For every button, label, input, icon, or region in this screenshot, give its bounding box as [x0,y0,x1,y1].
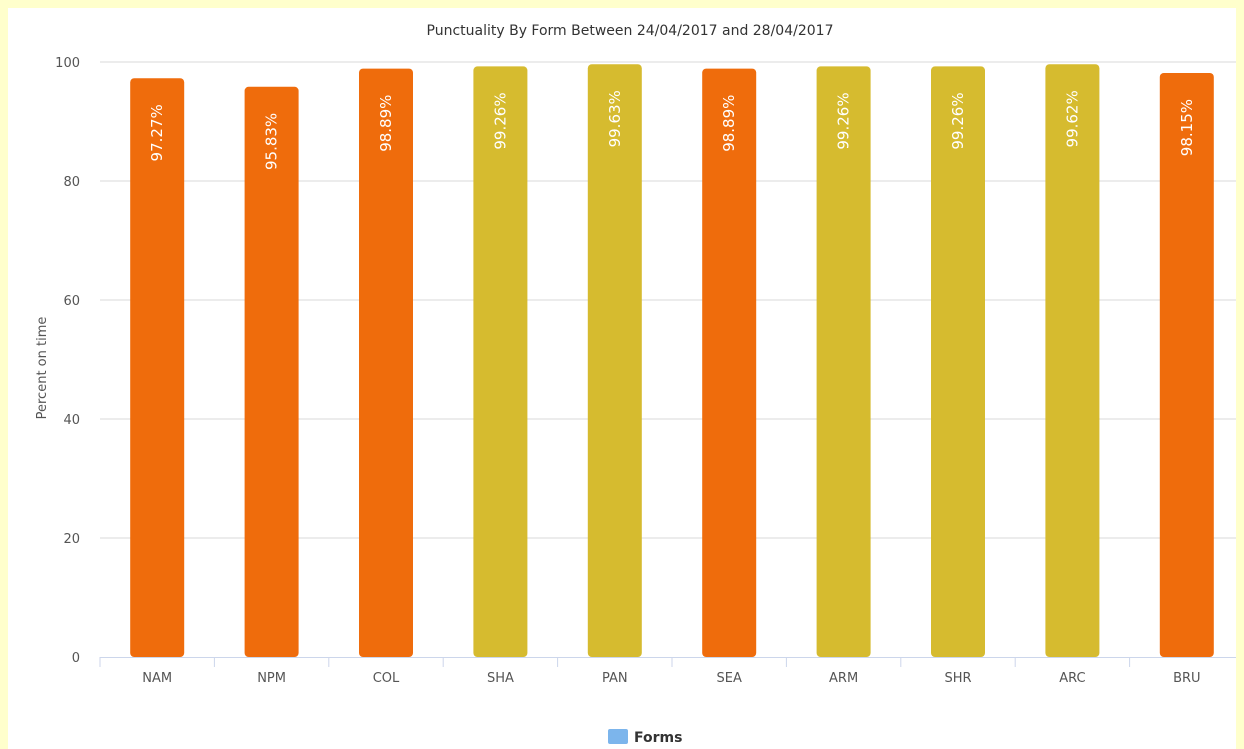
bar-value-label: 98.15% [1178,99,1196,156]
x-tick-label: SEA [717,671,742,686]
x-tick-label: COL [373,671,400,686]
bar-value-label: 98.89% [377,95,395,152]
y-tick-label: 80 [63,175,80,190]
y-tick-label: 100 [55,56,80,71]
y-tick-label: 60 [63,294,80,309]
bar-value-label: 99.62% [1063,90,1081,147]
y-tick-label: 0 [72,651,80,666]
bar[interactable] [1159,73,1214,657]
bar[interactable] [587,64,642,658]
legend-swatch[interactable] [608,729,628,744]
bar[interactable] [702,68,757,658]
bar-value-label: 99.26% [491,92,509,149]
bar-chart: Punctuality By Form Between 24/04/2017 a… [35,23,1236,746]
legend-label[interactable]: Forms [634,730,682,746]
bar-value-label: 98.89% [720,95,738,152]
bar[interactable] [816,66,871,657]
y-tick-label: 40 [63,413,80,428]
x-tick-label: PAN [602,671,628,686]
bar[interactable] [473,66,528,657]
x-tick-label: SHR [944,671,971,686]
bar-value-label: 99.26% [949,92,967,149]
bar[interactable] [244,86,299,657]
chart-title: Punctuality By Form Between 24/04/2017 a… [427,23,834,39]
bar[interactable] [359,68,413,658]
x-tick-label: SHA [487,671,514,686]
legend[interactable]: Forms [608,729,682,746]
bar[interactable] [1045,64,1100,658]
x-tick-label: ARC [1059,671,1085,686]
bar[interactable] [130,78,185,657]
x-axis: NAM NPM COL SHA PAN SEA ARM SHR ARC BRU [99,657,1236,686]
x-tick-label: NAM [142,671,172,686]
x-tick-label: NPM [257,671,286,686]
x-tick-label: ARM [829,671,858,686]
bars: 97.27% 95.83% 98.89% 99.26% 99.63% 98.89% 99.2… [130,64,1214,658]
y-axis-ticks: 0 20 40 60 80 100 [55,56,80,666]
y-tick-label: 20 [63,532,80,547]
y-axis-label: Percent on time [35,317,50,420]
bar-value-label: 97.27% [148,104,166,161]
bar-value-label: 95.83% [263,113,281,170]
bar[interactable] [931,66,985,657]
bar-value-label: 99.63% [606,90,624,147]
x-tick-label: BRU [1173,671,1200,686]
bar-value-label: 99.26% [835,92,853,149]
chart-container: Punctuality By Form Between 24/04/2017 a… [8,8,1236,749]
